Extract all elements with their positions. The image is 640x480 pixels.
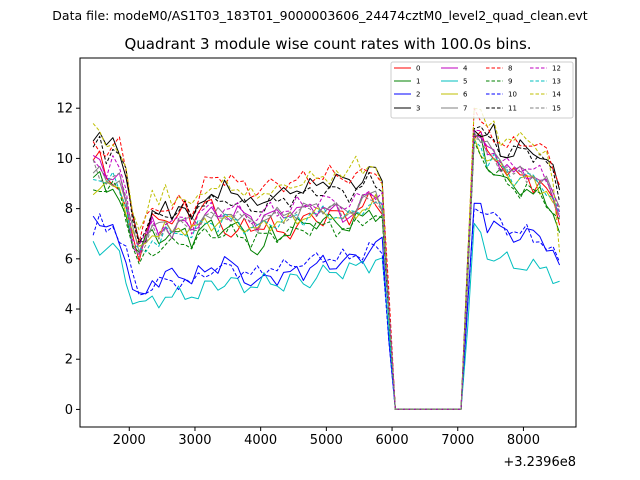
x-tick-label: 4000: [244, 433, 277, 448]
legend-label-8: 8: [508, 65, 512, 73]
y-tick-label: 12: [56, 102, 73, 117]
y-tick-label: 2: [65, 353, 73, 368]
y-tick-label: 8: [65, 202, 73, 217]
plot-area: [79, 57, 577, 428]
x-tick-label: 7000: [441, 433, 474, 448]
y-tick-label: 6: [65, 252, 73, 267]
legend-label-4: 4: [463, 65, 468, 73]
legend-label-5: 5: [463, 78, 467, 86]
y-tick-label: 10: [56, 152, 73, 167]
series-line-14: [92, 107, 561, 410]
y-tick-label: 0: [65, 403, 73, 418]
y-tick-label: 4: [65, 303, 73, 318]
series-line-2: [92, 202, 561, 410]
legend-label-12: 12: [552, 65, 561, 73]
legend-label-7: 7: [463, 105, 467, 113]
x-tick-label: 5000: [310, 433, 343, 448]
series-line-11: [92, 125, 561, 410]
legend-label-0: 0: [416, 65, 420, 73]
series-layer: [92, 107, 561, 410]
series-line-15: [92, 137, 561, 410]
legend-label-15: 15: [552, 105, 561, 113]
series-line-10: [92, 207, 561, 410]
legend-label-11: 11: [508, 105, 517, 113]
legend-label-13: 13: [552, 78, 561, 86]
legend-label-10: 10: [508, 91, 517, 99]
x-offset-label: +3.2396e8: [503, 455, 576, 470]
legend-label-1: 1: [416, 78, 420, 86]
series-line-3: [92, 123, 561, 410]
x-tick-label: 3000: [178, 433, 211, 448]
series-line-12: [92, 129, 561, 410]
series-line-8: [92, 107, 561, 410]
series-line-13: [93, 140, 561, 410]
x-axis: 2000 3000 4000 5000 6000 7000 8000: [113, 427, 540, 448]
series-line-5: [92, 222, 560, 410]
legend-box: [390, 61, 574, 119]
legend-label-3: 3: [416, 105, 420, 113]
x-tick-label: 6000: [376, 433, 409, 448]
x-tick-label: 2000: [113, 433, 146, 448]
series-line-9: [93, 141, 560, 410]
axes-frame: [79, 57, 577, 428]
series-line-1: [92, 134, 561, 410]
legend-label-14: 14: [552, 91, 561, 99]
legend-label-9: 9: [508, 78, 512, 86]
figure-suptitle: Data file: modeM0/AS1T03_183T01_90000036…: [52, 8, 587, 23]
x-tick-label: 8000: [507, 433, 540, 448]
legend-label-2: 2: [416, 91, 420, 99]
legend-label-6: 6: [463, 91, 468, 99]
y-axis: 0 2 4 6 8 10 12: [56, 102, 80, 418]
chart-title: Quadrant 3 module wise count rates with …: [124, 35, 531, 53]
